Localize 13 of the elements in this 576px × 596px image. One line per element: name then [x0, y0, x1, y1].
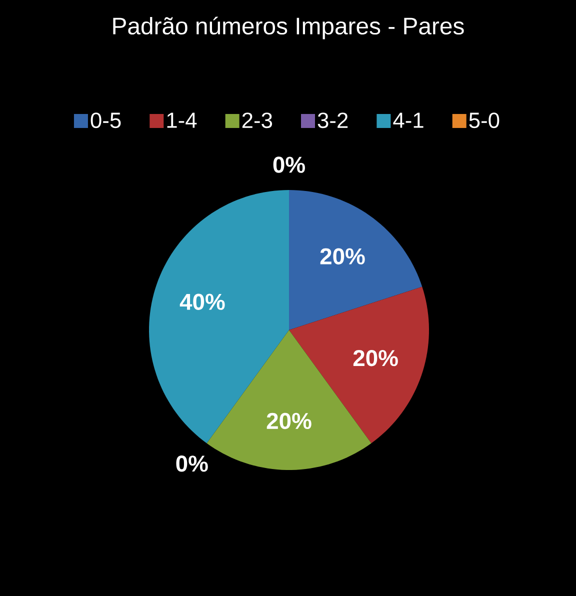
chart-title: Padrão números Impares - Pares	[113, 16, 464, 40]
text: 0%	[176, 456, 208, 472]
data-label: 20%	[353, 350, 398, 366]
legend-label: 3-2	[318, 112, 348, 128]
legend-label: 0-5	[90, 112, 121, 128]
data-label: 20%	[320, 248, 365, 264]
legend-label: 5-0	[469, 112, 500, 128]
legend-label: 2-3	[242, 112, 272, 128]
legend-label: 1-4	[167, 112, 197, 128]
data-label: 40%	[180, 294, 225, 310]
legend-label: 4-1	[393, 112, 424, 128]
text: 0%	[273, 156, 305, 173]
data-label: 20%	[266, 412, 312, 430]
